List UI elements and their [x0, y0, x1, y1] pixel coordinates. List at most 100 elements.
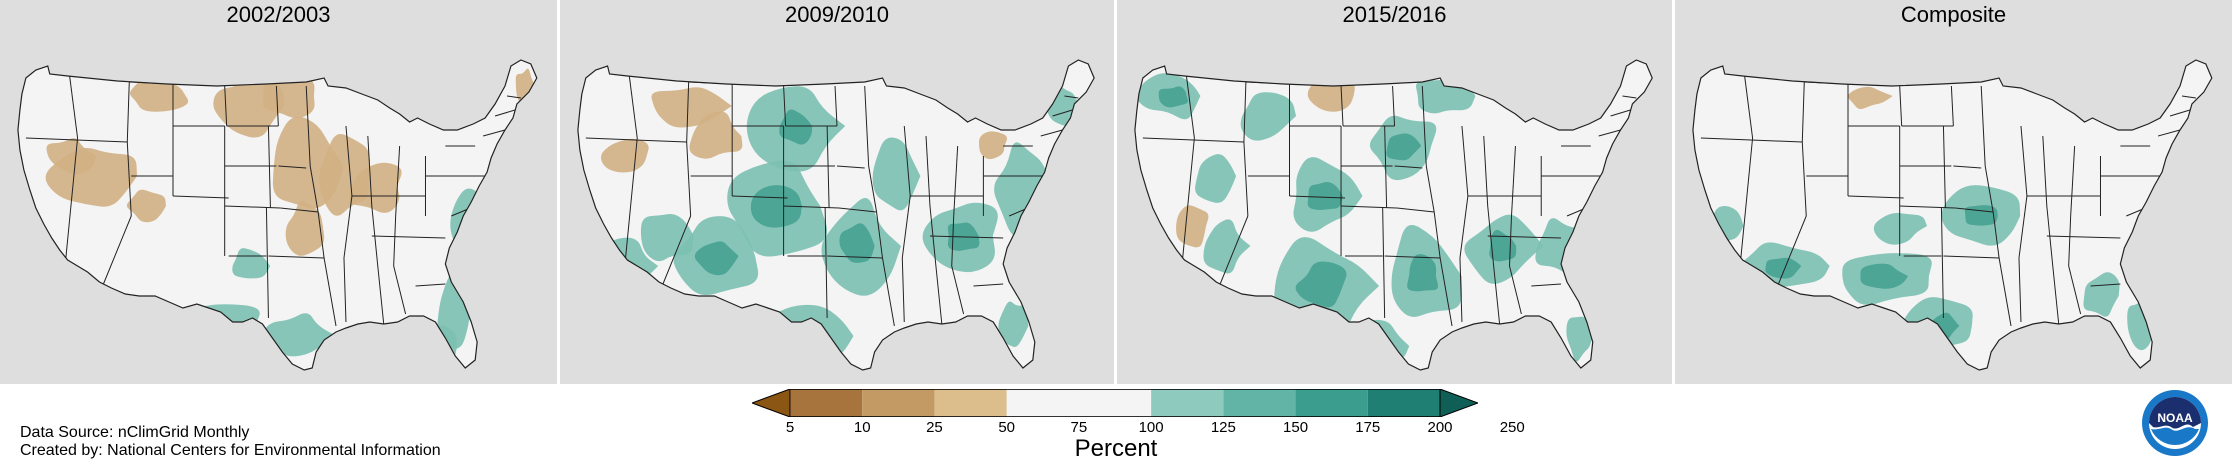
wet-anomaly-core — [184, 314, 232, 338]
state-boundary — [280, 207, 319, 213]
wet-anomaly-patch — [2042, 327, 2083, 348]
state-boundary — [345, 125, 353, 197]
state-boundary — [624, 137, 638, 261]
state-boundary — [1942, 125, 1946, 209]
percent-colorbar — [752, 389, 1478, 417]
colorbar-segment — [1295, 389, 1368, 417]
colorbar-segment — [1223, 389, 1296, 417]
map-panel-2: 2009/2010 — [560, 0, 1114, 384]
state-boundary — [935, 265, 943, 325]
state-boundary — [1396, 207, 1435, 213]
state-boundary — [483, 129, 506, 137]
colorbar-segment — [934, 389, 1007, 417]
state-boundary — [323, 257, 337, 327]
state-boundary — [1040, 129, 1063, 137]
state-boundary — [953, 145, 959, 217]
colorbar-tick-label: 125 — [1210, 419, 1236, 436]
dry-anomaly-patch — [689, 111, 743, 159]
state-boundary — [1384, 255, 1441, 259]
dry-anomaly-patch — [262, 73, 315, 119]
wet-anomaly-patch — [872, 137, 921, 211]
state-boundary — [1777, 215, 1807, 285]
state-boundary — [1610, 109, 1631, 117]
colorbar-tick-label: 150 — [1283, 419, 1309, 436]
colorbar-tick-label: 75 — [1070, 419, 1088, 436]
dry-anomaly-patch — [285, 201, 325, 256]
state-boundary — [2068, 215, 2072, 267]
wet-anomaly-core — [1860, 263, 1909, 289]
state-boundary — [1953, 165, 1982, 169]
state-boundary — [1801, 141, 1807, 217]
colorbar-segment — [1078, 389, 1152, 417]
state-boundary — [265, 207, 269, 319]
state-boundary — [662, 215, 692, 285]
state-boundary — [1433, 211, 1441, 259]
map-panel-1: 2002/2003 — [0, 0, 557, 384]
dry-anomaly-patch — [978, 131, 1007, 160]
state-boundary — [1181, 137, 1195, 261]
state-boundary — [903, 125, 911, 197]
colorbar-tick-label: 50 — [998, 419, 1015, 436]
wet-anomaly-patch — [1195, 154, 1237, 203]
map-panel-3: 2015/2016 — [1117, 0, 1672, 384]
us-map-3 — [1134, 59, 1653, 371]
colorbar-min-triangle — [752, 389, 791, 417]
state-boundary — [1384, 125, 1388, 209]
state-boundary — [65, 137, 79, 261]
state-boundary — [224, 205, 281, 209]
state-boundary — [1046, 157, 1071, 167]
state-boundary — [172, 195, 229, 199]
state-boundary — [367, 135, 373, 207]
state-boundary — [506, 95, 521, 99]
state-boundary — [838, 207, 877, 213]
colorbar-segment — [862, 389, 935, 417]
wet-anomaly-core — [1386, 133, 1422, 161]
colorbar-frame — [789, 389, 1441, 417]
state-boundary — [2046, 235, 2121, 239]
dry-anomaly-patch — [349, 162, 402, 213]
state-boundary — [1493, 265, 1501, 325]
state-boundary — [1740, 137, 1754, 261]
state-boundary — [275, 85, 279, 127]
colorbar-segment — [1006, 389, 1079, 417]
state-boundary — [973, 283, 1004, 287]
wet-anomaly-core — [1407, 254, 1439, 292]
dry-anomaly-patch — [126, 189, 166, 223]
state-boundary — [69, 75, 79, 139]
state-boundary — [1700, 137, 1803, 143]
wet-anomaly-core — [785, 323, 824, 351]
wet-anomaly-patch — [998, 301, 1029, 347]
state-boundary — [2181, 95, 2196, 99]
state-boundary — [1509, 265, 1522, 315]
state-boundary — [343, 195, 353, 259]
us-map-4 — [1692, 59, 2213, 371]
wet-anomaly-patch — [1873, 212, 1928, 245]
colorbar-tick-label: 250 — [1499, 419, 1525, 436]
panel-title-2: 2009/2010 — [785, 2, 889, 27]
data-source-text: Data Source: nClimGrid Monthly — [20, 424, 250, 441]
us-outline — [577, 59, 1095, 371]
state-boundary — [1598, 129, 1621, 137]
wet-anomaly-core — [694, 241, 739, 276]
state-boundary — [1382, 207, 1386, 319]
state-boundary — [1461, 125, 1469, 197]
state-boundary — [951, 265, 965, 315]
state-boundary — [1980, 85, 1986, 167]
us-land — [17, 60, 537, 370]
wet-anomaly-core — [1307, 181, 1343, 210]
wet-anomaly-patch — [1203, 219, 1251, 274]
state-boundary — [1340, 85, 1344, 127]
state-boundary — [1998, 257, 2012, 327]
us-outline — [17, 59, 538, 371]
us-map-1 — [17, 59, 538, 371]
colorbar-tick-label: 175 — [1355, 419, 1381, 436]
state-boundary — [268, 255, 325, 259]
state-boundary — [826, 125, 830, 209]
colorbar-segment — [790, 389, 863, 417]
state-boundary — [309, 165, 319, 213]
state-boundary — [1052, 109, 1073, 117]
state-boundary — [868, 165, 878, 213]
state-boundary — [1943, 255, 2000, 259]
us-outline — [1134, 59, 1653, 371]
map-layer — [1134, 59, 1653, 371]
